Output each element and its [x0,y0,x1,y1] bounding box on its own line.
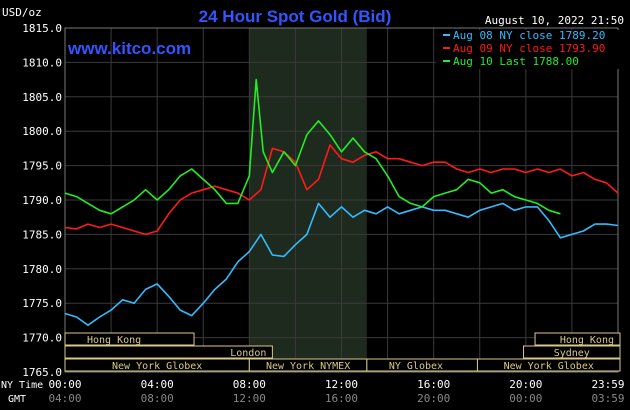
session-label: Hong Kong [560,335,614,346]
ny-time-tick-label: 04:00 [141,378,174,391]
legend-bg [436,43,626,56]
timestamp: August 10, 2022 21:50 [485,14,624,27]
legend-label: Aug 09 NY close 1793.90 [453,42,605,55]
session-label: Hong Kong [87,335,141,346]
ny-time-tick-label: 12:00 [325,378,358,391]
gmt-tick-label: 03:59 [591,392,624,405]
gmt-tick-label: 08:00 [141,392,174,405]
session-box [64,345,273,359]
ny-time-axis-title: NY Time [1,380,43,391]
y-tick-label: 1815.0 [22,22,62,35]
session-label: Sydney [554,348,590,359]
y-tick-label: 1770.0 [22,332,62,345]
session-label: New York Globex [112,361,202,372]
session-box [534,332,621,346]
legend-label: Aug 08 NY close 1789.20 [453,29,605,42]
y-tick-label: 1780.0 [22,263,62,276]
website-link[interactable]: www.kitco.com [67,39,191,58]
y-axis-unit: USD/oz [2,6,42,19]
y-tick-label: 1790.0 [22,194,62,207]
y-tick-label: 1795.0 [22,160,62,173]
session-label: NY Globex [389,361,443,372]
legend-bg [436,56,626,69]
gmt-tick-label: 04:00 [48,392,81,405]
y-tick-label: 1775.0 [22,297,62,310]
legend-bg [436,30,626,43]
chart-title: 24 Hour Spot Gold (Bid) [199,7,392,26]
market-sessions: Hong Kong Hong Kong London Sydney New York G… [64,332,621,372]
series-line [64,202,619,327]
ny-time-tick-label: 23:59 [591,378,624,391]
session-box [476,358,621,372]
session-box [523,345,621,359]
session-label: London [230,348,266,359]
y-tick-label: 1800.0 [22,125,62,138]
price-series [64,78,619,327]
ny-time-tick-label: 00:00 [48,378,81,391]
gmt-tick-label: 20:00 [417,392,450,405]
gmt-axis-title: GMT [8,394,26,405]
y-tick-label: 1785.0 [22,228,62,241]
y-tick-label: 1810.0 [22,56,62,69]
series-line [64,78,561,215]
plot-border [64,27,619,373]
y-tick-label: 1765.0 [22,366,62,379]
legend-label: Aug 10 Last 1788.00 [453,55,579,68]
ny-time-tick-label: 16:00 [417,378,450,391]
session-label: New York NYMEX [266,361,350,372]
session-label: New York Globex [504,361,594,372]
y-tick-label: 1805.0 [22,91,62,104]
gmt-tick-label: 00:00 [509,392,542,405]
session-box [64,332,195,346]
y-axis-ticks: 1765.0 1770.0 1775.0 1780.0 1785.0 1790.0 1795… [22,22,62,379]
gmt-tick-label: 12:00 [233,392,266,405]
series-line [64,144,619,236]
ny-time-tick-label: 08:00 [233,378,266,391]
ny-time-tick-label: 20:00 [509,378,542,391]
x-axis-ticks: 00:0004:0004:0008:0008:0012:0012:0016:00… [48,378,624,405]
gmt-tick-label: 16:00 [325,392,358,405]
